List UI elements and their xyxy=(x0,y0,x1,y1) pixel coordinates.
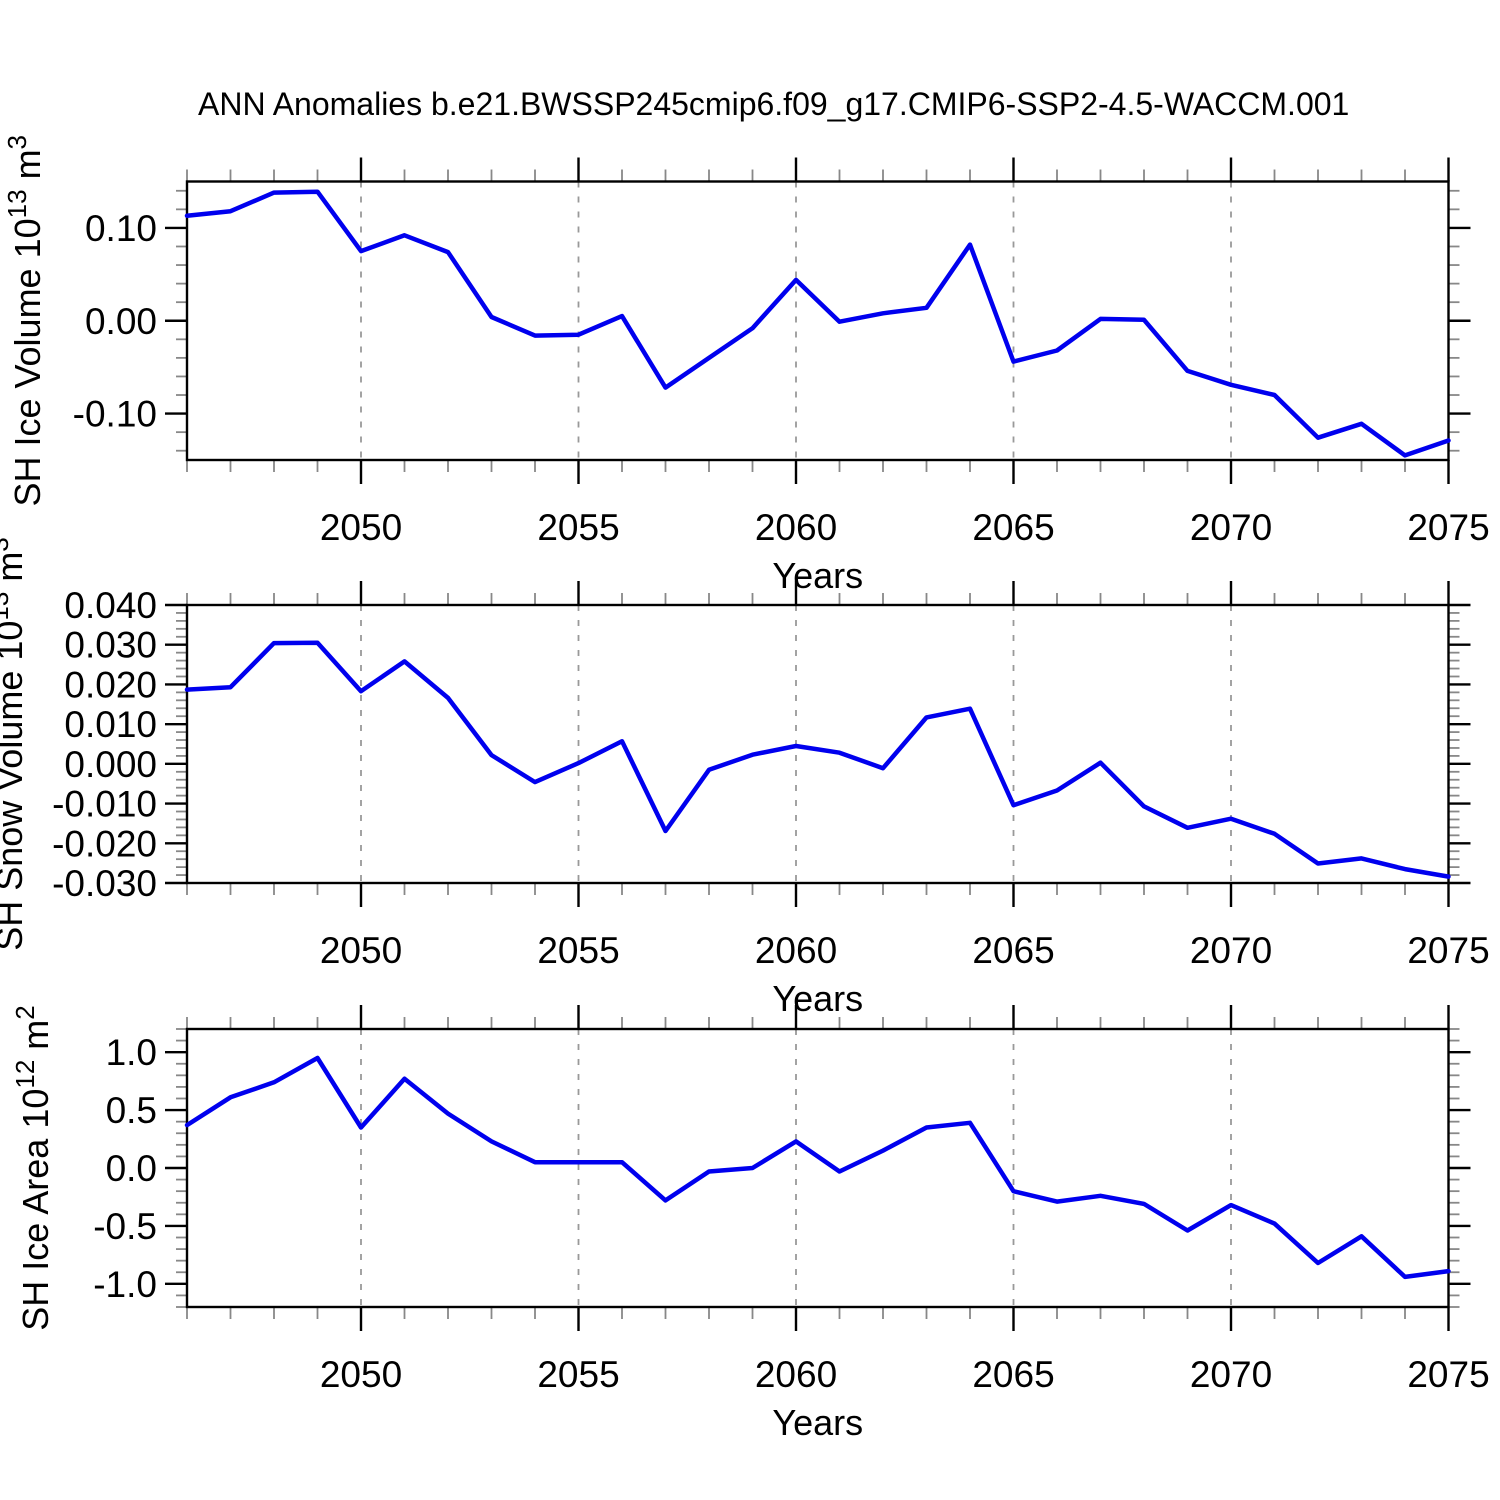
panel-1-y-tick-label: 0.10 xyxy=(85,208,157,249)
panel-1-x-tick-label: 2065 xyxy=(972,507,1054,548)
panel-1-y-tick-label: -0.10 xyxy=(73,394,157,435)
panel-3-x-tick-label: 2060 xyxy=(755,1354,837,1395)
panel-3-plot-box xyxy=(185,1027,1450,1309)
panel-2-y-tick-label: 0.040 xyxy=(64,585,157,626)
panel-3-y-tick-label: 0.0 xyxy=(106,1148,157,1189)
panel-3-x-tick-label: 2075 xyxy=(1407,1354,1489,1395)
panel-3-x-axis-title: Years xyxy=(772,1402,863,1443)
panel-1-plot-box xyxy=(185,180,1450,462)
panel-1-x-tick-label: 2050 xyxy=(320,507,402,548)
panel-2-data-line xyxy=(184,640,1451,879)
panel-1-y-tick-label: 0.00 xyxy=(85,301,157,342)
panel-2-x-tick-label: 2075 xyxy=(1407,930,1489,971)
panel-2-y-tick-label: 0.020 xyxy=(64,664,157,705)
panel-3-data-line xyxy=(184,1055,1451,1280)
panel-3-y-tick-label: -0.5 xyxy=(93,1206,157,1247)
panel-1-x-tick-label: 2055 xyxy=(537,507,619,548)
panel-2-x-tick-label: 2050 xyxy=(320,930,402,971)
panel-3-x-tick-label: 2070 xyxy=(1190,1354,1272,1395)
panel-2-y-axis-title: SH Snow Volume 1013 m3 xyxy=(0,537,30,951)
panel-1-x-tick-label: 2075 xyxy=(1407,507,1489,548)
panel-3-x-tick-label: 2065 xyxy=(972,1354,1054,1395)
panel-1-x-tick-label: 2060 xyxy=(755,507,837,548)
panel-1-y-axis-title: SH Ice Volume 1013 m3 xyxy=(2,135,48,507)
panel-3-y-tick-label: 1.0 xyxy=(106,1032,157,1073)
panel-2-y-tick-label: 0.000 xyxy=(64,744,157,785)
panel-2-x-tick-label: 2055 xyxy=(537,930,619,971)
panel-3-y-axis-title: SH Ice Area 1012 m2 xyxy=(10,1005,56,1331)
panel-2-x-axis-title: Years xyxy=(772,978,863,1019)
panel-2-y-tick-label: -0.010 xyxy=(52,784,157,825)
panel-2-y-tick-label: -0.020 xyxy=(52,823,157,864)
panel-2-y-tick-label: -0.030 xyxy=(52,863,157,904)
panel-1-data-line xyxy=(184,189,1451,458)
panel-3-x-tick-label: 2055 xyxy=(537,1354,619,1395)
panel-2-x-tick-label: 2070 xyxy=(1190,930,1272,971)
panel-3-y-tick-label: 0.5 xyxy=(106,1090,157,1131)
panel-2-plot-box xyxy=(185,603,1450,885)
figure-title: ANN Anomalies b.e21.BWSSP245cmip6.f09_g1… xyxy=(198,86,1350,122)
panel-1-x-tick-label: 2070 xyxy=(1190,507,1272,548)
panel-1-x-axis-title: Years xyxy=(772,555,863,596)
panel-3-x-tick-label: 2050 xyxy=(320,1354,402,1395)
panel-2-x-tick-label: 2065 xyxy=(972,930,1054,971)
panel-2-x-tick-label: 2060 xyxy=(755,930,837,971)
panel-3-y-tick-label: -1.0 xyxy=(93,1264,157,1305)
panel-2-y-tick-label: 0.010 xyxy=(64,704,157,745)
panel-2-y-tick-label: 0.030 xyxy=(64,625,157,666)
